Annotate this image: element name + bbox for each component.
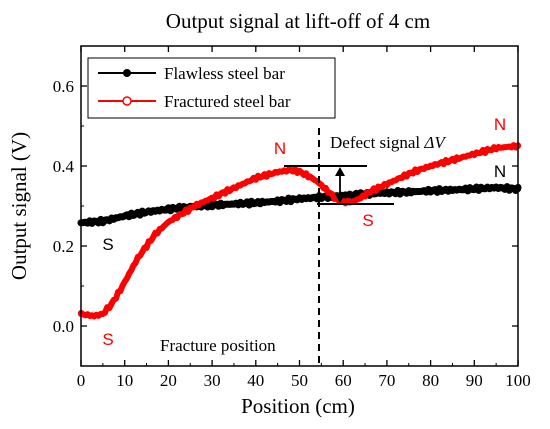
defect-signal-symbol: ΔV <box>423 133 447 152</box>
x-tick-label: 30 <box>204 371 221 390</box>
fracture-position-label: Fracture position <box>160 336 276 355</box>
chart-title: Output signal at lift-off of 4 cm <box>166 9 430 33</box>
data-point-fractured <box>397 175 404 181</box>
legend-label-fractured: Fractured steel bar <box>164 92 291 111</box>
data-point-flawless <box>209 202 216 209</box>
data-point-fractured <box>274 169 281 175</box>
data-point-fractured <box>357 195 364 201</box>
data-point-fractured <box>427 163 434 169</box>
x-tick-label: 90 <box>466 371 483 390</box>
y-tick-label: 0.0 <box>53 317 74 336</box>
x-tick-label: 80 <box>422 371 439 390</box>
x-tick-label: 40 <box>247 371 264 390</box>
data-point-fractured <box>305 173 312 179</box>
legend-box <box>87 57 336 119</box>
data-point-fractured <box>209 195 216 201</box>
pole-n-black-right: N <box>494 162 506 181</box>
data-point-flawless <box>143 209 150 215</box>
data-point-fractured <box>366 189 373 195</box>
data-point-flawless <box>471 185 478 192</box>
data-point-fractured <box>322 186 329 193</box>
legend-marker-flawless <box>123 69 131 77</box>
data-point-fractured <box>152 231 159 237</box>
data-point-fractured <box>449 157 456 163</box>
annotations: Fracture position Defect signal ΔV N N N… <box>102 115 506 366</box>
data-point-flawless <box>252 199 259 206</box>
plot-frame <box>80 45 519 367</box>
data-point-flawless <box>230 201 237 207</box>
data-point-fractured <box>99 311 106 317</box>
data-point-fractured <box>230 185 237 191</box>
data-point-flawless <box>493 184 500 191</box>
pole-n-red-left: N <box>274 139 286 158</box>
data-point-flawless <box>383 189 390 196</box>
defect-signal-label: Defect signal ΔV <box>330 133 447 152</box>
delta-v-arrow-down <box>335 194 345 203</box>
y-axis-label: Output signal (V) <box>7 132 31 280</box>
delta-v-arrow-up <box>335 167 345 176</box>
defect-signal-text: Defect signal <box>330 133 424 152</box>
data-point-fractured <box>252 175 259 181</box>
data-point-flawless <box>274 198 281 205</box>
data-point-flawless <box>405 189 412 195</box>
x-tick-label: 70 <box>378 371 395 390</box>
data-point-flawless <box>296 195 303 202</box>
x-axis-label: Position (cm) <box>241 394 355 418</box>
data-point-fractured <box>296 168 303 175</box>
data-point-fractured <box>375 185 382 191</box>
data-point-fractured <box>383 181 390 187</box>
x-tick-label: 50 <box>291 371 308 390</box>
legend: Flawless steel bar Fractured steel bar <box>87 57 336 119</box>
data-point-fractured <box>126 271 133 277</box>
data-point-fractured <box>493 145 500 151</box>
legend-marker-fractured <box>122 96 132 106</box>
pole-s-black-left: S <box>102 235 113 254</box>
data-point-fractured <box>287 167 294 173</box>
pole-s-red-left: S <box>102 330 113 349</box>
y-tick-label: 0.2 <box>53 237 74 256</box>
x-tick-label: 0 <box>77 371 86 390</box>
pole-s-red-middle: S <box>362 211 373 230</box>
data-point-fractured <box>117 287 124 293</box>
data-point-fractured <box>143 243 150 249</box>
data-point-fractured <box>108 301 115 307</box>
data-point-flawless <box>318 194 325 201</box>
data-point-flawless <box>99 218 106 225</box>
x-tick-label: 60 <box>335 371 352 390</box>
data-point-fractured <box>191 203 198 209</box>
pole-n-red-right: N <box>494 115 506 134</box>
series-layer <box>77 142 522 320</box>
data-point-fractured <box>91 313 98 319</box>
x-tick-label: 10 <box>116 371 133 390</box>
x-tick-label: 20 <box>160 371 177 390</box>
x-tick-label: 100 <box>505 371 531 390</box>
data-point-fractured <box>178 211 185 217</box>
data-point-flawless <box>121 213 128 219</box>
legend-label-flawless: Flawless steel bar <box>164 64 285 83</box>
data-point-fractured <box>410 169 417 175</box>
data-point-fractured <box>165 219 172 225</box>
y-tick-label: 0.4 <box>53 157 75 176</box>
y-tick-label: 0.6 <box>53 77 74 96</box>
axes-layer: 0 10 20 30 40 50 60 70 80 90 100 0.0 0.2 0.4 0.6 <box>53 46 531 390</box>
data-point-fractured <box>134 255 141 261</box>
data-point-flawless <box>427 187 434 194</box>
data-point-flawless <box>165 206 172 213</box>
data-point-flawless <box>449 187 456 193</box>
data-point-fractured <box>471 151 478 157</box>
